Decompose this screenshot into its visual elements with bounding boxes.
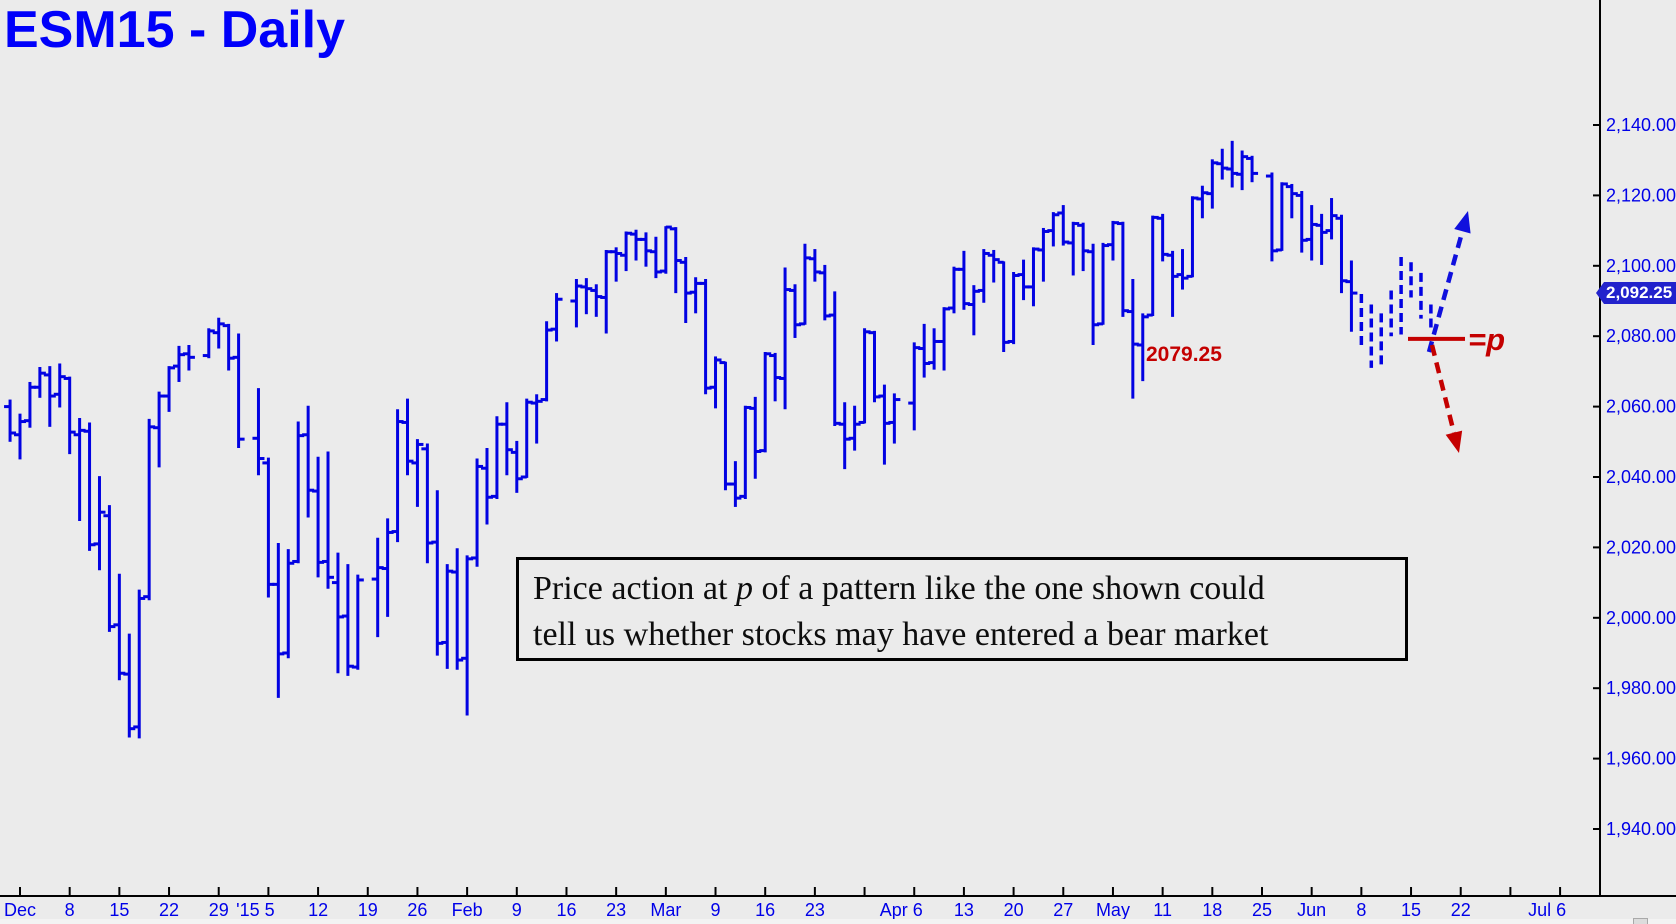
svg-text:23: 23 [606, 900, 626, 920]
svg-text:18: 18 [1202, 900, 1222, 920]
chart-title: ESM15 - Daily [4, 1, 346, 59]
svg-text:2,060.00: 2,060.00 [1606, 397, 1676, 417]
svg-text:9: 9 [512, 900, 522, 920]
svg-text:15: 15 [109, 900, 129, 920]
svg-text:2,080.00: 2,080.00 [1606, 326, 1676, 346]
svg-text:Mar: Mar [650, 900, 681, 920]
svg-text:2,020.00: 2,020.00 [1606, 537, 1676, 557]
note-line-1: Price action at p of a pattern like the … [533, 570, 1265, 607]
svg-text:16: 16 [755, 900, 775, 920]
svg-text:2,120.00: 2,120.00 [1606, 185, 1676, 205]
svg-text:25: 25 [1252, 900, 1272, 920]
svg-text:9: 9 [711, 900, 721, 920]
pivot-annotations [1408, 211, 1471, 453]
svg-text:2,100.00: 2,100.00 [1606, 256, 1676, 276]
svg-text:Dec: Dec [4, 900, 36, 920]
projected-pattern-bars [1359, 257, 1433, 368]
svg-text:11: 11 [1153, 900, 1172, 920]
last-price-badge: 2,092.25 [1596, 282, 1676, 304]
svg-text:12: 12 [308, 900, 328, 920]
svg-text:Jul 6: Jul 6 [1528, 900, 1566, 920]
svg-text:8: 8 [65, 900, 75, 920]
svg-text:1,960.00: 1,960.00 [1606, 749, 1676, 769]
svg-text:2,040.00: 2,040.00 [1606, 467, 1676, 487]
svg-text:13: 13 [954, 900, 974, 920]
svg-text:20: 20 [1004, 900, 1024, 920]
svg-text:1,940.00: 1,940.00 [1606, 819, 1676, 839]
svg-text:22: 22 [1451, 900, 1471, 920]
p-equals-label: =p [1468, 322, 1506, 357]
date-axis[interactable]: Dec 8 15 22 29 '15 5 12 19 26 Feb 9 16 23 Mar 9 16 23 Apr… [4, 887, 1566, 920]
badge-arrow-icon [1596, 282, 1604, 304]
svg-text:'15 5: '15 5 [236, 900, 274, 920]
svg-text:29: 29 [209, 900, 229, 920]
svg-text:15: 15 [1401, 900, 1421, 920]
svg-text:19: 19 [358, 900, 378, 920]
svg-text:2,000.00: 2,000.00 [1606, 608, 1676, 628]
pivot-price-label: 2079.25 [1146, 343, 1222, 366]
svg-text:2,140.00: 2,140.00 [1606, 115, 1676, 135]
svg-text:1,980.00: 1,980.00 [1606, 678, 1676, 698]
svg-text:23: 23 [805, 900, 825, 920]
last-price-value: 2,092.25 [1604, 282, 1676, 304]
svg-text:Feb: Feb [452, 900, 483, 920]
svg-text:22: 22 [159, 900, 179, 920]
scrollbar-corner [1633, 918, 1648, 924]
svg-text:Jun: Jun [1297, 900, 1326, 920]
ohlc-bar-series [4, 140, 1358, 739]
svg-text:16: 16 [556, 900, 576, 920]
svg-text:26: 26 [407, 900, 427, 920]
svg-text:27: 27 [1053, 900, 1073, 920]
svg-text:8: 8 [1356, 900, 1366, 920]
chart-axes [0, 0, 1676, 897]
bottom-strip [0, 919, 1676, 924]
svg-text:May: May [1096, 900, 1130, 920]
note-box: Price action at p of a pattern like the … [516, 557, 1408, 661]
price-axis[interactable]: 2,140.00 2,120.00 2,100.00 2,080.00 2,060.00… [1593, 115, 1676, 839]
svg-text:Apr 6: Apr 6 [880, 900, 923, 920]
note-line-2: tell us whether stocks may have entered … [533, 616, 1269, 653]
